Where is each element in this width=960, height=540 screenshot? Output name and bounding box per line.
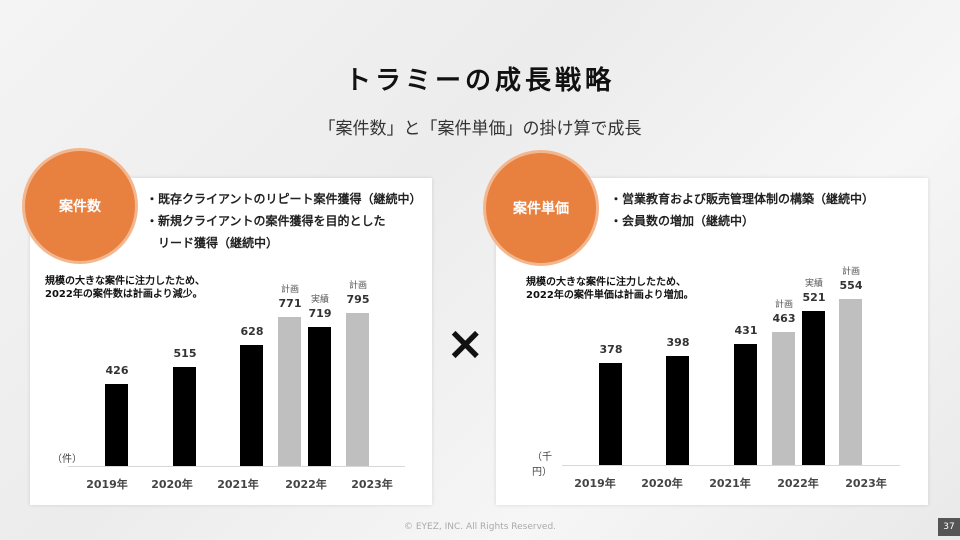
bullet: ・既存クライアントのリピート案件獲得（継続中） — [146, 192, 422, 206]
right-bullets: ・営業教育および販売管理体制の構築（継続中） ・会員数の増加（継続中） — [610, 188, 874, 232]
data-label: 431 — [734, 324, 758, 338]
bullet: ・会員数の増加（継続中） — [610, 214, 755, 228]
note-line: 2022年の案件単価は計画より増加。 — [526, 290, 694, 301]
bar-actual — [666, 356, 689, 465]
right-note: 規模の大きな案件に注力したため、 2022年の案件単価は計画より増加。 — [526, 276, 694, 302]
data-label: 771 — [278, 297, 302, 311]
bar-actual — [240, 344, 263, 466]
bar-plan — [346, 312, 369, 466]
page-title: トラミーの成長戦略 — [344, 66, 615, 96]
x-axis-line — [68, 466, 405, 467]
x-tick-label: 2020年 — [151, 478, 193, 491]
series-label: 実績 — [310, 295, 329, 306]
page-number: 37 — [938, 518, 960, 536]
y-axis-unit: （件） — [52, 454, 82, 465]
bar-actual — [599, 363, 622, 465]
bar-plan — [772, 332, 795, 465]
y-axis-unit: （千円） — [532, 452, 552, 478]
series-label: 計画 — [280, 285, 299, 296]
data-label: 398 — [666, 336, 690, 350]
x-tick-label: 2021年 — [217, 478, 259, 491]
page-subtitle: 「案件数」と「案件単価」の掛け算で成長 — [318, 119, 642, 139]
unit-price-badge: 案件単価 — [483, 150, 599, 266]
bar-actual — [173, 366, 196, 466]
data-label: 719 — [308, 307, 332, 321]
note-line: 規模の大きな案件に注力したため、 — [526, 277, 686, 288]
x-tick-label: 2023年 — [845, 477, 887, 490]
data-label: 515 — [173, 346, 197, 360]
note-line: 2022年の案件数は計画より減少。 — [45, 289, 203, 300]
data-label: 463 — [772, 312, 796, 326]
series-label: 計画 — [841, 267, 860, 278]
data-label: 554 — [839, 279, 863, 293]
note-line: 規模の大きな案件に注力したため、 — [45, 276, 205, 287]
data-label: 378 — [599, 343, 623, 357]
data-label: 426 — [105, 363, 129, 377]
x-tick-label: 2020年 — [641, 477, 683, 490]
series-label: 計画 — [348, 280, 367, 291]
x-tick-label: 2019年 — [86, 478, 128, 491]
data-label: 795 — [346, 292, 370, 306]
x-tick-label: 2019年 — [574, 477, 616, 490]
bar-actual — [105, 383, 128, 466]
bar-actual — [802, 311, 825, 465]
case-count-badge: 案件数 — [22, 148, 138, 264]
bar-actual — [734, 344, 757, 465]
bullet: リード獲得（継続中） — [146, 236, 279, 250]
bullet: ・営業教育および販売管理体制の構築（継続中） — [610, 192, 875, 206]
x-tick-label: 2023年 — [351, 478, 393, 491]
bar-plan — [839, 299, 862, 465]
bullet: ・新規クライアントの案件獲得を目的とした — [146, 214, 386, 228]
bar-actual — [308, 327, 331, 466]
multiply-icon: × — [446, 316, 485, 370]
x-axis-line — [562, 465, 900, 466]
series-label: 実績 — [804, 279, 823, 290]
bar-plan — [278, 317, 301, 466]
x-tick-label: 2022年 — [777, 477, 819, 490]
series-label: 計画 — [774, 300, 793, 311]
x-tick-label: 2021年 — [709, 477, 751, 490]
left-bullets: ・既存クライアントのリピート案件獲得（継続中） ・新規クライアントの案件獲得を目… — [146, 188, 422, 254]
copyright: © EYEZ, INC. All Rights Reserved. — [403, 522, 557, 532]
x-tick-label: 2022年 — [285, 478, 327, 491]
data-label: 628 — [240, 324, 264, 338]
left-note: 規模の大きな案件に注力したため、 2022年の案件数は計画より減少。 — [45, 275, 205, 301]
data-label: 521 — [802, 291, 826, 305]
